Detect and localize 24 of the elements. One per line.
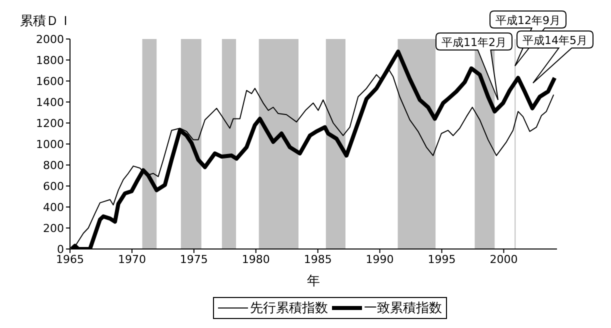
y-tick-label: 400 [43, 200, 64, 214]
y-tick-label: 1600 [36, 74, 64, 88]
x-tick-label: 1975 [180, 252, 208, 266]
y-tick-label: 800 [43, 158, 64, 172]
x-tick-label: 1990 [366, 252, 394, 266]
y-tick-label: 1400 [36, 96, 64, 109]
legend-label: 先行累積指数 [250, 300, 328, 317]
x-axis-title: 年 [306, 273, 321, 290]
y-tick-label: 1200 [36, 116, 64, 130]
x-tick-label: 1995 [428, 252, 456, 266]
annotation: 平成11年2月 [442, 36, 506, 49]
x-tick-label: 1970 [118, 252, 146, 266]
text: 平成12年9月 [496, 14, 560, 27]
x-tick-label: 2000 [490, 252, 518, 266]
y-axis-title: 累積ＤＩ [20, 13, 72, 30]
y-tick-label: 2000 [36, 32, 64, 46]
y-tick-label: 1800 [36, 54, 64, 67]
x-tick-label: 1980 [242, 252, 270, 266]
y-tick-label: 1000 [36, 138, 64, 151]
annotation: 平成14年5月 [522, 34, 588, 47]
legend-label: 一致累積指数 [364, 300, 442, 317]
y-tick-label: 200 [43, 222, 64, 235]
y-tick-label: 600 [43, 180, 64, 193]
x-tick-label: 1985 [304, 252, 332, 266]
